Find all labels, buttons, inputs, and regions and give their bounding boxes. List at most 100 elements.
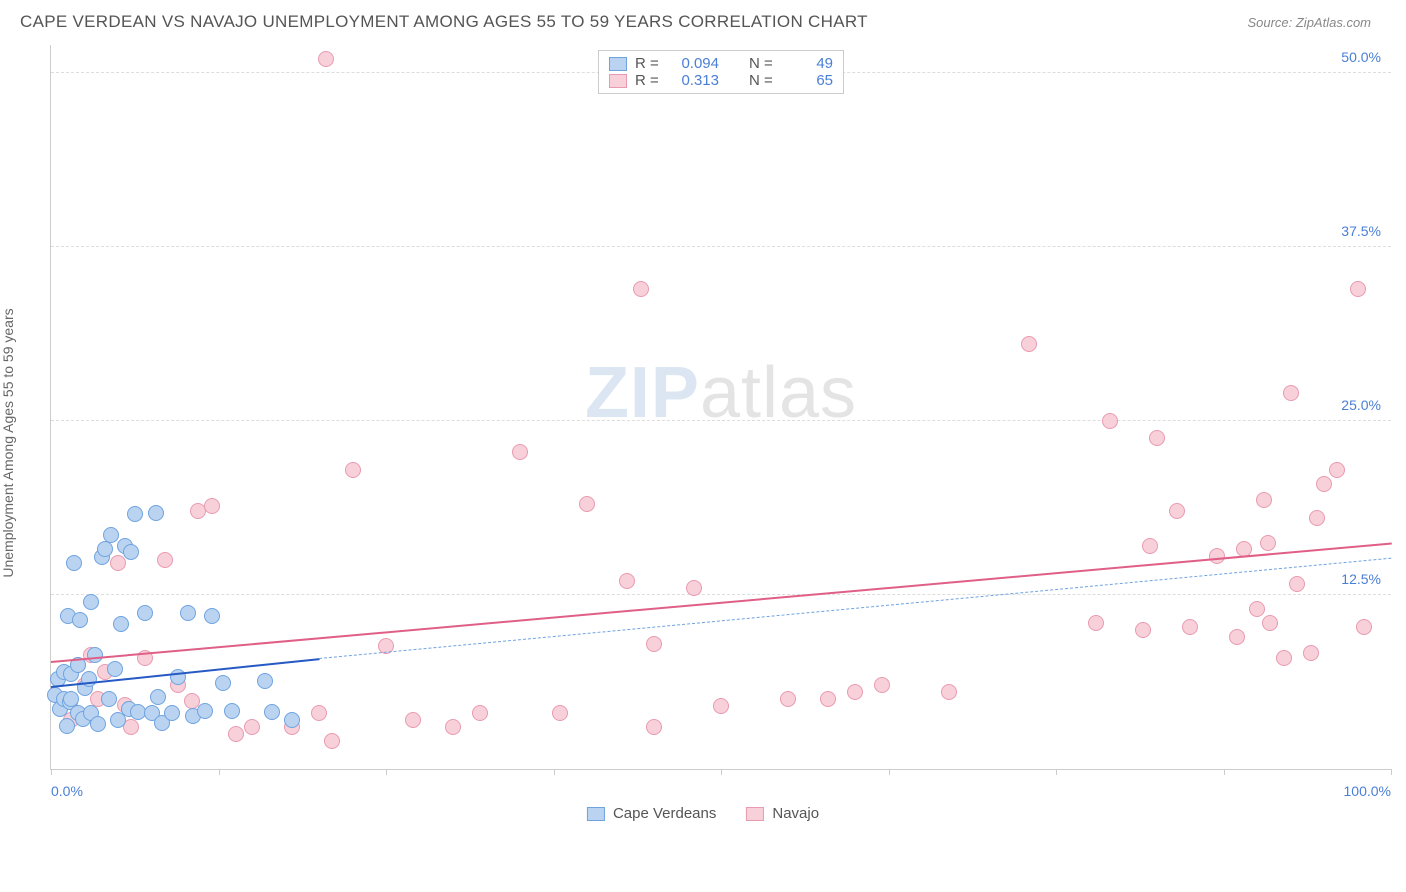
- data-point: [445, 719, 461, 735]
- stats-n-label: N =: [749, 55, 777, 72]
- ytick-label: 12.5%: [1341, 571, 1381, 587]
- legend-swatch: [609, 57, 627, 71]
- data-point: [1356, 619, 1372, 635]
- data-point: [148, 505, 164, 521]
- data-point: [780, 691, 796, 707]
- data-point: [1329, 462, 1345, 478]
- data-point: [164, 705, 180, 721]
- data-point: [59, 718, 75, 734]
- data-point: [1262, 615, 1278, 631]
- data-point: [820, 691, 836, 707]
- data-point: [941, 684, 957, 700]
- stats-n-label: N =: [749, 72, 777, 89]
- data-point: [874, 677, 890, 693]
- data-point: [1289, 576, 1305, 592]
- data-point: [1350, 281, 1366, 297]
- series-legend: Cape Verdeans Navajo: [587, 805, 819, 822]
- xtick-mark: [1391, 769, 1392, 775]
- data-point: [1142, 538, 1158, 554]
- data-point: [1021, 336, 1037, 352]
- data-point: [66, 555, 82, 571]
- data-point: [1256, 492, 1272, 508]
- data-point: [157, 552, 173, 568]
- stats-r-label: R =: [635, 72, 663, 89]
- stats-row: R =0.313N =65: [609, 72, 833, 89]
- data-point: [311, 705, 327, 721]
- data-point: [204, 498, 220, 514]
- data-point: [713, 698, 729, 714]
- data-point: [103, 527, 119, 543]
- legend-item: Cape Verdeans: [587, 805, 716, 822]
- xtick-mark: [219, 769, 220, 775]
- data-point: [257, 673, 273, 689]
- data-point: [1249, 601, 1265, 617]
- trend-line: [319, 558, 1392, 659]
- data-point: [197, 703, 213, 719]
- data-point: [345, 462, 361, 478]
- ytick-label: 25.0%: [1341, 397, 1381, 413]
- legend-label: Navajo: [772, 805, 819, 822]
- xtick-mark: [1056, 769, 1057, 775]
- data-point: [228, 726, 244, 742]
- data-point: [619, 573, 635, 589]
- y-axis-label: Unemployment Among Ages 55 to 59 years: [0, 308, 16, 577]
- data-point: [107, 661, 123, 677]
- stats-r-label: R =: [635, 55, 663, 72]
- watermark: ZIPatlas: [585, 352, 857, 434]
- data-point: [110, 555, 126, 571]
- data-point: [579, 496, 595, 512]
- data-point: [1229, 629, 1245, 645]
- data-point: [1260, 535, 1276, 551]
- data-point: [87, 647, 103, 663]
- data-point: [324, 733, 340, 749]
- data-point: [101, 691, 117, 707]
- stats-n-value: 49: [785, 55, 833, 72]
- stats-r-value: 0.094: [671, 55, 719, 72]
- xtick-label: 100.0%: [1344, 783, 1391, 799]
- xtick-mark: [889, 769, 890, 775]
- legend-swatch: [746, 807, 764, 821]
- xtick-mark: [554, 769, 555, 775]
- xtick-label: 0.0%: [51, 783, 83, 799]
- data-point: [1303, 645, 1319, 661]
- data-point: [215, 675, 231, 691]
- data-point: [1182, 619, 1198, 635]
- gridline: [51, 246, 1391, 247]
- xtick-mark: [51, 769, 52, 775]
- ytick-label: 50.0%: [1341, 49, 1381, 65]
- data-point: [1169, 503, 1185, 519]
- data-point: [72, 612, 88, 628]
- trend-line: [51, 543, 1392, 664]
- data-point: [405, 712, 421, 728]
- data-point: [318, 51, 334, 67]
- legend-swatch: [609, 74, 627, 88]
- data-point: [204, 608, 220, 624]
- data-point: [1316, 476, 1332, 492]
- stats-row: R = 0.094 N = 49: [609, 55, 833, 72]
- stats-r-value: 0.313: [671, 72, 719, 89]
- data-point: [284, 712, 300, 728]
- data-point: [1102, 413, 1118, 429]
- legend-label: Cape Verdeans: [613, 805, 716, 822]
- data-point: [113, 616, 129, 632]
- data-point: [1209, 548, 1225, 564]
- data-point: [646, 636, 662, 652]
- data-point: [633, 281, 649, 297]
- data-point: [1149, 430, 1165, 446]
- data-point: [1276, 650, 1292, 666]
- data-point: [686, 580, 702, 596]
- header: CAPE VERDEAN VS NAVAJO UNEMPLOYMENT AMON…: [0, 0, 1406, 40]
- data-point: [646, 719, 662, 735]
- xtick-mark: [1224, 769, 1225, 775]
- data-point: [83, 594, 99, 610]
- data-point: [150, 689, 166, 705]
- xtick-mark: [386, 769, 387, 775]
- data-point: [552, 705, 568, 721]
- data-point: [1309, 510, 1325, 526]
- data-point: [127, 506, 143, 522]
- xtick-mark: [721, 769, 722, 775]
- gridline: [51, 420, 1391, 421]
- data-point: [1283, 385, 1299, 401]
- data-point: [1088, 615, 1104, 631]
- data-point: [472, 705, 488, 721]
